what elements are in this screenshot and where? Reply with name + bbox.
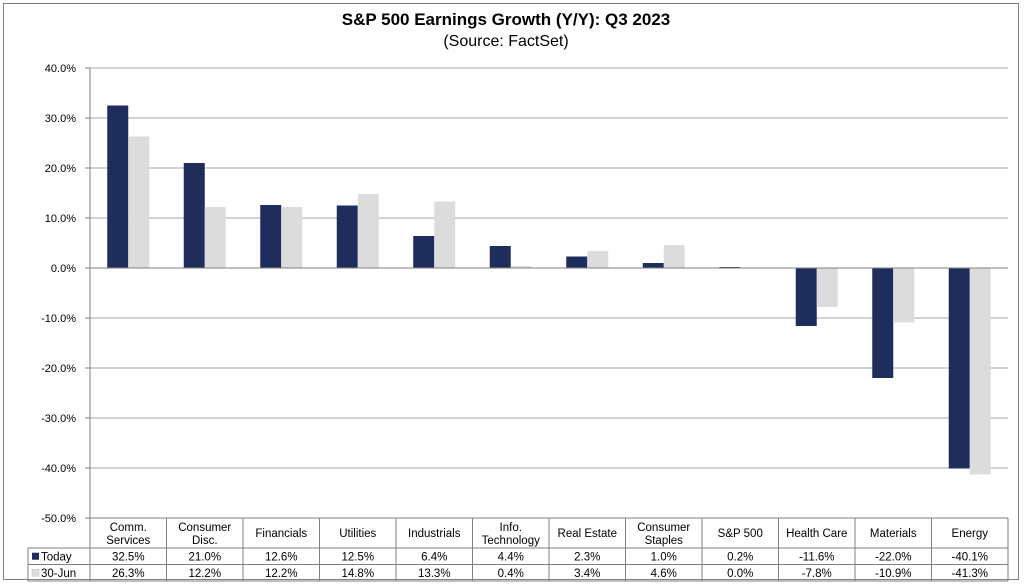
category-label: Consumer	[637, 522, 690, 534]
legend-label: Today	[41, 551, 72, 563]
bar-today	[489, 246, 511, 268]
chart-frame	[3, 3, 1019, 580]
bar-30-jun	[281, 207, 303, 268]
data-label: 12.2%	[188, 568, 221, 580]
y-tick-label: 40.0%	[45, 63, 76, 75]
category-label: Services	[106, 535, 150, 547]
bar-30-jun	[969, 268, 991, 475]
data-label: 1.0%	[651, 551, 677, 563]
data-label: 3.4%	[574, 568, 600, 580]
bar-30-jun	[357, 194, 379, 268]
axis-layer: 40.0% 30.0% 20.0% 10.0% 0.0% -10.0% -20.0% -30.…	[41, 63, 1008, 581]
category-label: S&P 500	[718, 528, 763, 540]
category-label: Energy	[952, 528, 989, 540]
bar-30-jun	[816, 268, 838, 307]
chart-subtitle: (Source: FactSet)	[443, 33, 568, 50]
y-tick-label: -40.0%	[41, 463, 76, 475]
category-label: Technology	[482, 535, 540, 547]
category-label: Consumer	[178, 522, 231, 534]
data-label: 14.8%	[341, 568, 374, 580]
bar-today	[642, 263, 664, 268]
category-label: Industrials	[408, 528, 461, 540]
bar-30-jun	[204, 207, 226, 268]
category-label: Financials	[255, 528, 307, 540]
bars-layer	[107, 105, 991, 475]
chart-title: S&P 500 Earnings Growth (Y/Y): Q3 2023	[342, 10, 670, 29]
data-label: 26.3%	[112, 568, 145, 580]
y-tick-label: 20.0%	[45, 163, 76, 175]
bar-today	[183, 163, 205, 268]
y-tick-label: 10.0%	[45, 213, 76, 225]
bar-30-jun	[128, 136, 150, 268]
bar-30-jun	[510, 266, 532, 268]
data-label: 12.2%	[265, 568, 298, 580]
data-label: 4.6%	[651, 568, 677, 580]
data-label: 6.4%	[421, 551, 447, 563]
bar-30-jun	[434, 201, 456, 268]
y-tick-label: -10.0%	[41, 313, 76, 325]
bar-30-jun	[587, 251, 609, 268]
data-label: -40.1%	[952, 551, 988, 563]
category-label: Materials	[870, 528, 917, 540]
category-label: Health Care	[786, 528, 847, 540]
data-label: -22.0%	[875, 551, 911, 563]
category-label: Comm.	[110, 522, 147, 534]
bar-30-jun	[893, 268, 915, 323]
data-label: 21.0%	[188, 551, 221, 563]
category-label: Real Estate	[558, 528, 617, 540]
bar-today	[260, 205, 282, 268]
category-label: Staples	[645, 535, 684, 547]
legend-key	[31, 569, 40, 577]
y-tick-label: 30.0%	[45, 113, 76, 125]
data-label: -11.6%	[799, 551, 835, 563]
data-label: 0.0%	[727, 568, 753, 580]
data-label: 0.4%	[498, 568, 524, 580]
data-label: 12.6%	[265, 551, 298, 563]
data-label: -7.8%	[802, 568, 832, 580]
data-label: 13.3%	[418, 568, 451, 580]
data-label: 0.2%	[727, 551, 753, 563]
bar-today	[795, 268, 817, 326]
data-label: 2.3%	[574, 551, 600, 563]
bar-today	[566, 256, 588, 268]
y-tick-label: -30.0%	[41, 413, 76, 425]
bar-today	[872, 268, 894, 378]
category-label: Info.	[500, 522, 522, 534]
bar-today	[107, 105, 129, 268]
data-label: 32.5%	[112, 551, 145, 563]
y-tick-label: 0.0%	[51, 263, 76, 275]
bar-today	[948, 268, 970, 469]
bar-30-jun	[663, 245, 685, 268]
y-tick-label: -20.0%	[41, 363, 76, 375]
category-label: Utilities	[339, 528, 376, 540]
data-label: 4.4%	[498, 551, 524, 563]
y-tick-label: -50.0%	[41, 513, 76, 525]
data-label: -10.9%	[875, 568, 911, 580]
category-label: Disc.	[192, 535, 218, 547]
legend-key	[32, 552, 39, 560]
legend-label: 30-Jun	[41, 568, 76, 580]
bar-today	[413, 236, 435, 268]
bar-today	[336, 205, 358, 268]
data-label: -41.3%	[952, 568, 988, 580]
data-label: 12.5%	[341, 551, 374, 563]
grid-layer	[90, 67, 1008, 519]
